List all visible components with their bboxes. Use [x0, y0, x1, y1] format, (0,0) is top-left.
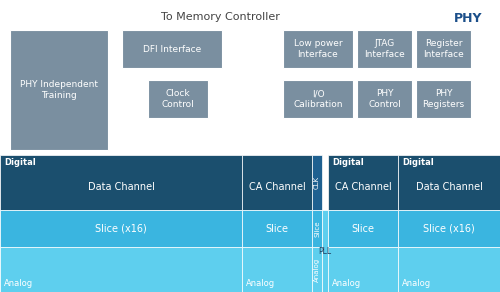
Bar: [0, 210, 242, 247]
Text: PLL: PLL: [318, 246, 332, 256]
Bar: [328, 247, 398, 292]
Text: I/O
Calibration: I/O Calibration: [293, 89, 343, 109]
Text: Slice: Slice: [266, 223, 288, 234]
Bar: [242, 247, 312, 292]
Bar: [416, 80, 471, 118]
Text: Register
Interface: Register Interface: [423, 39, 464, 59]
Text: PHY Independent
Training: PHY Independent Training: [20, 80, 98, 100]
Text: Digital: Digital: [402, 158, 434, 167]
Bar: [148, 80, 208, 118]
Bar: [0, 247, 242, 292]
Text: Analog: Analog: [246, 279, 275, 288]
Text: Analog: Analog: [402, 279, 431, 288]
Bar: [328, 155, 398, 210]
Text: Analog: Analog: [332, 279, 361, 288]
Text: Analog: Analog: [4, 279, 33, 288]
Text: CA Channel: CA Channel: [334, 182, 392, 192]
Text: CLK: CLK: [314, 176, 320, 189]
Bar: [398, 155, 500, 210]
Text: Digital: Digital: [332, 158, 364, 167]
Bar: [0, 155, 242, 210]
Text: Slice (x16): Slice (x16): [95, 223, 147, 234]
Text: PHY
Control: PHY Control: [368, 89, 401, 109]
Bar: [283, 30, 353, 68]
Text: Slice: Slice: [352, 223, 374, 234]
Text: Data Channel: Data Channel: [416, 182, 482, 192]
Bar: [416, 30, 471, 68]
Text: Analog: Analog: [314, 258, 320, 281]
Text: Slice: Slice: [314, 220, 320, 237]
Bar: [322, 210, 328, 292]
Bar: [283, 80, 353, 118]
Bar: [312, 155, 322, 210]
Bar: [357, 30, 412, 68]
Bar: [398, 210, 500, 247]
Text: Slice (x16): Slice (x16): [423, 223, 475, 234]
Text: Clock
Control: Clock Control: [162, 89, 194, 109]
Text: Low power
Interface: Low power Interface: [294, 39, 343, 59]
Text: DFI Interface: DFI Interface: [143, 44, 201, 53]
Bar: [10, 30, 108, 150]
Bar: [398, 247, 500, 292]
Text: JTAG
Interface: JTAG Interface: [364, 39, 405, 59]
Text: CA Channel: CA Channel: [248, 182, 306, 192]
Bar: [328, 210, 398, 247]
Bar: [122, 30, 222, 68]
Bar: [242, 155, 312, 210]
Bar: [242, 210, 312, 247]
Bar: [312, 210, 322, 247]
Text: To Memory Controller: To Memory Controller: [160, 12, 280, 22]
Bar: [357, 80, 412, 118]
Text: Data Channel: Data Channel: [88, 182, 154, 192]
Text: Digital: Digital: [4, 158, 36, 167]
Text: PHY: PHY: [454, 12, 482, 25]
Bar: [312, 247, 322, 292]
Text: PHY
Registers: PHY Registers: [422, 89, 465, 109]
